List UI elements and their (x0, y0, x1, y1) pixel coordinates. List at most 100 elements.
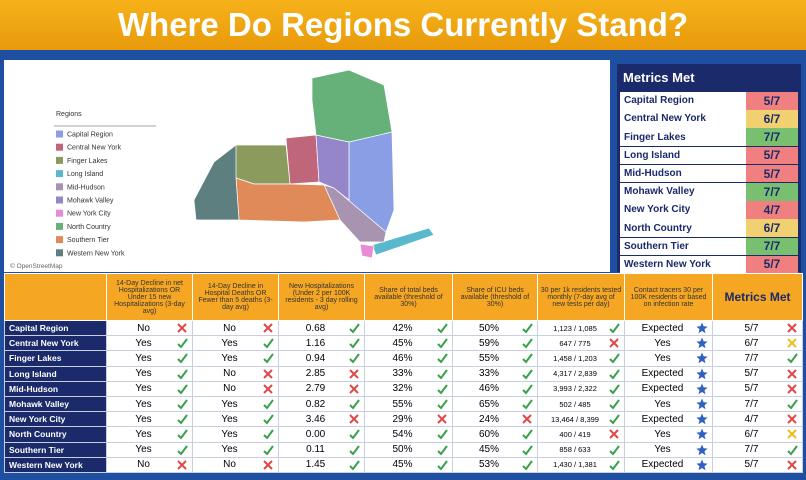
status-icon (349, 429, 360, 440)
metrics-row: Finger Lakes 7/7 (620, 128, 798, 146)
cell-value: 1.16 (305, 337, 326, 349)
cell-value: 45% (392, 337, 413, 349)
status-icon (437, 384, 448, 395)
table-cell: 0.00 (278, 426, 365, 443)
cell-value: No (137, 459, 150, 471)
cell-value: 33% (478, 368, 499, 380)
cell-value: Expected (641, 459, 684, 471)
table-cell: 29% (364, 411, 453, 428)
region-name: Southern Tier (624, 240, 689, 252)
cell-value: 858 / 633 (559, 445, 591, 455)
cell-value: Expected (641, 383, 684, 395)
status-icon (522, 414, 532, 424)
table-cell: Yes (624, 395, 713, 413)
cell: 60% (457, 428, 533, 440)
cell: 29% (369, 413, 448, 425)
table-cell: 46% (452, 380, 538, 397)
table-cell: No (192, 365, 279, 382)
status-icon (787, 368, 797, 379)
table-row: Long Island Yes No 2.85 33% 33% 4,317 / 2,839 E… (4, 365, 803, 382)
score: 7/7 (746, 237, 798, 256)
cell: 46% (369, 352, 448, 364)
cell: Expected (629, 413, 708, 425)
table-cell: No (192, 319, 279, 337)
status-icon (696, 398, 708, 410)
cell: 33% (369, 368, 448, 380)
cell: 50% (457, 322, 533, 334)
status-icon (522, 323, 533, 334)
status-icon (349, 338, 360, 349)
table-cell: 50% (452, 319, 538, 337)
legend-label: Southern Tier (67, 237, 110, 244)
status-icon (349, 353, 360, 364)
table-cell: 45% (452, 441, 538, 458)
status-icon (177, 414, 188, 425)
cell: Yes (197, 352, 274, 364)
cell: 6/7 (717, 337, 798, 349)
status-icon (609, 369, 620, 380)
cell: Yes (111, 337, 188, 349)
cell: 55% (457, 352, 533, 364)
cell: 4/7 (717, 413, 798, 425)
cell: 5/7 (717, 383, 798, 395)
cell-value: 13,464 / 8,399 (551, 414, 599, 424)
table-row: Mid-Hudson Yes No 2.79 32% 46% 3,993 / 2,322 Ex… (4, 380, 803, 397)
status-icon (696, 383, 708, 395)
cell-value: No (137, 322, 150, 334)
cell: 45% (457, 444, 533, 456)
cell: Expected (629, 322, 708, 334)
cell-value: 5/7 (744, 383, 759, 395)
table-cell: 858 / 633 (537, 441, 625, 458)
status-icon (349, 460, 360, 471)
cell: 7/7 (717, 352, 798, 364)
table-cell: Yes (106, 441, 193, 458)
region-name: Central New York (624, 113, 706, 125)
cell-value: Yes (654, 352, 671, 364)
cell-value: No (223, 459, 236, 471)
cell-value: Yes (135, 368, 152, 380)
status-icon (437, 323, 448, 334)
status-icon (437, 399, 448, 410)
cell: 5/7 (717, 322, 798, 334)
legend-label: Central New York (67, 145, 122, 152)
status-icon (263, 460, 273, 470)
cell-value: No (223, 368, 236, 380)
map-region (311, 69, 393, 143)
status-icon (177, 384, 188, 395)
corner (4, 273, 107, 321)
map-region (233, 144, 291, 185)
cell-value: Yes (654, 428, 671, 440)
cell-value: 46% (478, 383, 499, 395)
table-cell: 5/7 (712, 365, 803, 382)
legend-label: Western New York (67, 250, 125, 257)
cell: 45% (369, 337, 448, 349)
table-cell: 1,430 / 1,381 (537, 456, 625, 473)
cell-value: 6/7 (744, 428, 759, 440)
cell-value: 24% (478, 413, 499, 425)
table-cell: Yes (192, 411, 279, 428)
legend-label: New York City (67, 211, 111, 218)
cell: Yes (629, 337, 708, 349)
table-cell: 60% (452, 426, 538, 443)
cell-value: Yes (221, 413, 238, 425)
score: 5/7 (746, 92, 798, 110)
status-icon (263, 444, 274, 456)
map-region (285, 134, 320, 185)
cell: Expected (629, 459, 708, 471)
region-name: Central New York (4, 335, 107, 352)
region-name: Mohawk Valley (4, 395, 107, 413)
cell: 50% (369, 444, 448, 456)
table-cell: No (106, 319, 193, 337)
table-cell: Yes (192, 335, 279, 352)
cell-value: 42% (392, 322, 413, 334)
cell-value: 46% (392, 352, 413, 364)
cell: 1.16 (283, 337, 360, 349)
cell-value: 3,993 / 2,322 (553, 384, 597, 394)
region-name: Finger Lakes (624, 131, 686, 143)
cell-value: 7/7 (744, 398, 759, 410)
metrics-row: Capital Region 5/7 (620, 92, 798, 110)
status-icon (696, 428, 708, 440)
legend-swatch (56, 130, 63, 138)
status-icon (263, 414, 274, 425)
cell: 0.00 (283, 428, 360, 440)
